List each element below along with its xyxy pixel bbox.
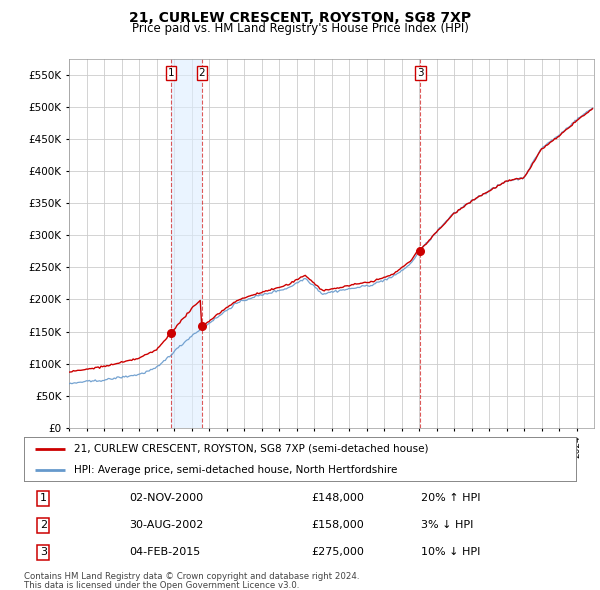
Text: £158,000: £158,000 xyxy=(311,520,364,530)
Text: 1: 1 xyxy=(40,493,47,503)
Text: 21, CURLEW CRESCENT, ROYSTON, SG8 7XP: 21, CURLEW CRESCENT, ROYSTON, SG8 7XP xyxy=(129,11,471,25)
Text: 10% ↓ HPI: 10% ↓ HPI xyxy=(421,548,481,558)
Text: 04-FEB-2015: 04-FEB-2015 xyxy=(129,548,200,558)
Text: 30-AUG-2002: 30-AUG-2002 xyxy=(129,520,203,530)
Text: HPI: Average price, semi-detached house, North Hertfordshire: HPI: Average price, semi-detached house,… xyxy=(74,465,397,475)
Text: 3% ↓ HPI: 3% ↓ HPI xyxy=(421,520,474,530)
Text: 21, CURLEW CRESCENT, ROYSTON, SG8 7XP (semi-detached house): 21, CURLEW CRESCENT, ROYSTON, SG8 7XP (s… xyxy=(74,444,428,454)
Text: 20% ↑ HPI: 20% ↑ HPI xyxy=(421,493,481,503)
Text: 1: 1 xyxy=(168,68,175,78)
Text: 3: 3 xyxy=(40,548,47,558)
Text: 02-NOV-2000: 02-NOV-2000 xyxy=(129,493,203,503)
Text: £148,000: £148,000 xyxy=(311,493,364,503)
Text: Contains HM Land Registry data © Crown copyright and database right 2024.: Contains HM Land Registry data © Crown c… xyxy=(24,572,359,581)
Text: 2: 2 xyxy=(199,68,205,78)
Text: 3: 3 xyxy=(417,68,424,78)
Text: 2: 2 xyxy=(40,520,47,530)
Text: Price paid vs. HM Land Registry's House Price Index (HPI): Price paid vs. HM Land Registry's House … xyxy=(131,22,469,35)
Text: This data is licensed under the Open Government Licence v3.0.: This data is licensed under the Open Gov… xyxy=(24,581,299,590)
Text: £275,000: £275,000 xyxy=(311,548,364,558)
